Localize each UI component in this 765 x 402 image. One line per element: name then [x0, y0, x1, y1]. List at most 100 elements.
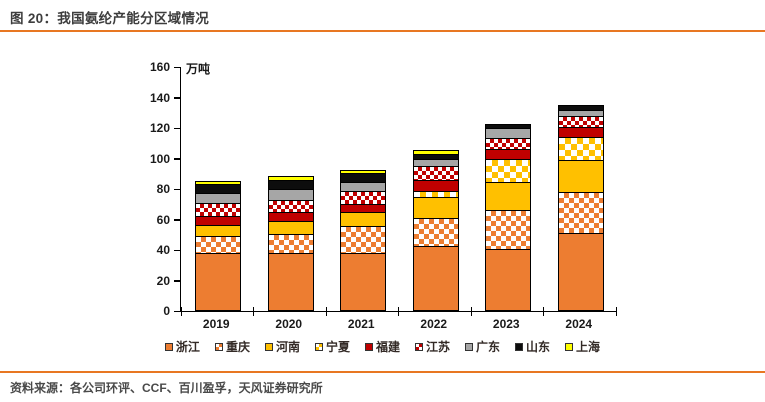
legend-label: 重庆	[225, 340, 250, 354]
bar-segment-福建	[196, 216, 241, 227]
x-tick-label: 2020	[275, 317, 303, 331]
bar-2023	[485, 123, 532, 311]
bar-segment-重庆	[196, 236, 241, 254]
legend-label: 河南	[275, 340, 300, 354]
legend-label: 上海	[576, 340, 601, 354]
legend-swatch	[164, 342, 173, 351]
x-axis-tick	[180, 307, 182, 316]
bar-segment-山东	[413, 155, 458, 160]
bar-segment-浙江	[413, 246, 458, 310]
bar-segment-河南	[196, 226, 241, 237]
x-tick-label: 2022	[420, 317, 448, 331]
x-axis-tick	[325, 307, 327, 316]
y-axis-tick	[174, 188, 180, 190]
bar-segment-浙江	[196, 253, 241, 310]
y-axis-unit-label: 万吨	[186, 62, 211, 76]
bar-segment-福建	[341, 204, 386, 214]
y-tick-label: 120	[149, 121, 170, 135]
bar-segment-江苏	[268, 200, 313, 214]
legend-label: 宁夏	[325, 340, 350, 354]
y-axis-tick	[174, 280, 180, 282]
bar-segment-广东	[341, 183, 386, 192]
legend-label: 广东	[476, 340, 501, 354]
bar-segment-浙江	[486, 250, 531, 310]
bar-segment-河南	[486, 182, 531, 211]
y-tick-label: 60	[156, 212, 170, 227]
y-axis-tick	[174, 249, 180, 251]
legend-swatch	[515, 342, 524, 351]
bar-segment-重庆	[341, 226, 386, 254]
bar-segment-福建	[486, 149, 531, 160]
legend-item-广东: 广东	[465, 338, 500, 355]
legend-label: 山东	[526, 340, 551, 354]
bar-segment-河南	[268, 222, 313, 236]
y-tick-label: 140	[149, 90, 170, 105]
y-axis-tick	[174, 158, 180, 160]
x-tick-label: 2024	[565, 317, 593, 331]
plot-area	[174, 66, 617, 316]
footer-divider	[0, 371, 765, 373]
bar-segment-江苏	[341, 191, 386, 205]
bar-segment-重庆	[268, 235, 313, 255]
legend: 浙江 重庆 河南 宁夏 福建 江苏 广东 山东 上海	[90, 338, 675, 355]
bar-segment-江苏	[196, 204, 241, 217]
legend-item-上海: 上海	[565, 338, 600, 355]
y-axis-tick	[174, 127, 180, 129]
legend-swatch	[214, 342, 223, 351]
bar-segment-上海	[196, 181, 241, 185]
bar-2022	[412, 150, 459, 311]
bar-segment-山东	[341, 174, 386, 184]
bar-2019	[195, 180, 242, 311]
bar-segment-宁夏	[558, 137, 603, 161]
legend-item-山东: 山东	[515, 338, 550, 355]
bar-segment-广东	[268, 190, 313, 201]
y-axis-tick	[174, 97, 180, 99]
x-tick-label: 2021	[347, 317, 375, 331]
bar-segment-广东	[196, 194, 241, 204]
bar-segment-河南	[341, 213, 386, 227]
bar-segment-上海	[341, 171, 386, 175]
bar-2020	[267, 176, 314, 311]
legend-label: 福建	[375, 340, 400, 354]
y-axis-tick	[174, 66, 180, 68]
x-axis-tick	[253, 307, 255, 316]
bar-segment-浙江	[268, 254, 313, 310]
x-tick-label: 2023	[492, 317, 520, 331]
bar-segment-重庆	[413, 219, 458, 247]
legend-item-重庆: 重庆	[214, 338, 250, 355]
bar-segment-广东	[413, 159, 458, 167]
source-note: 资料来源：各公司环评、CCF、百川盈孚，天风证券研究所	[10, 381, 323, 395]
x-tick-label: 2019	[202, 317, 230, 331]
legend-swatch	[314, 342, 323, 351]
bar-segment-福建	[268, 213, 313, 223]
bar-segment-浙江	[558, 234, 603, 310]
y-tick-label: 0	[163, 304, 170, 318]
bar-segment-福建	[413, 181, 458, 192]
bar-segment-重庆	[558, 192, 603, 235]
bar-segment-宁夏	[413, 191, 458, 198]
legend-label: 浙江	[175, 340, 200, 354]
legend-swatch	[465, 342, 474, 351]
y-tick-label: 20	[156, 273, 170, 288]
figure-title: 图 20：我国氨纶产能分区域情况	[10, 11, 210, 26]
x-axis-tick	[543, 307, 545, 316]
legend-item-福建: 福建	[364, 338, 400, 355]
title-divider	[0, 30, 765, 32]
bar-segment-河南	[558, 160, 603, 193]
bar-segment-江苏	[413, 166, 458, 182]
bar-segment-山东	[196, 184, 241, 195]
legend-swatch	[565, 342, 574, 351]
bar-segment-山东	[268, 181, 313, 191]
bar-2021	[340, 170, 387, 311]
bar-segment-江苏	[558, 117, 603, 128]
bar-segment-福建	[558, 127, 603, 138]
bar-segment-宁夏	[486, 159, 531, 183]
y-tick-label: 100	[149, 151, 170, 166]
bar-segment-江苏	[486, 139, 531, 150]
bar-segment-浙江	[341, 253, 386, 310]
y-tick-label: 160	[149, 60, 170, 74]
legend-label: 江苏	[426, 340, 451, 354]
y-tick-label: 80	[156, 182, 170, 196]
legend-item-河南: 河南	[264, 338, 300, 355]
